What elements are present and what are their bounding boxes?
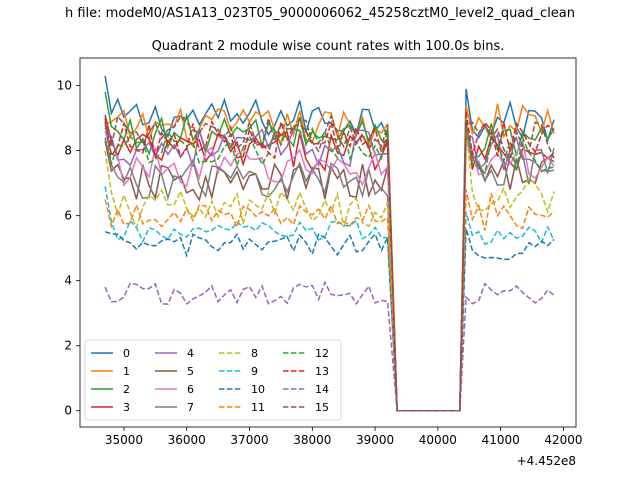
x-tick-label: 35000	[105, 433, 143, 447]
legend-label-2: 2	[123, 383, 130, 396]
x-tick-label: 37000	[230, 433, 268, 447]
x-tick-label: 42000	[544, 433, 582, 447]
series-line-1	[104, 103, 555, 412]
x-tick-label: 36000	[168, 433, 206, 447]
legend-label-14: 14	[315, 383, 329, 396]
legend-label-10: 10	[251, 383, 265, 396]
y-tick-label: 6	[64, 209, 72, 223]
legend-label-11: 11	[251, 401, 265, 414]
x-tick-label: 41000	[482, 433, 520, 447]
legend-label-0: 0	[123, 347, 130, 360]
series-line-10	[104, 228, 555, 412]
chart-title: Quadrant 2 module wise count rates with …	[152, 39, 505, 54]
legend-box	[84, 339, 342, 421]
legend-label-13: 13	[315, 365, 329, 378]
series-line-2	[104, 91, 555, 412]
series-line-6	[104, 130, 555, 412]
series-line-3	[104, 114, 555, 412]
legend-label-12: 12	[315, 347, 329, 360]
legend-label-5: 5	[187, 365, 194, 378]
series-line-8	[104, 127, 555, 412]
series-lines	[104, 75, 555, 412]
legend-label-3: 3	[123, 401, 130, 414]
series-line-14	[104, 280, 555, 412]
y-tick-label: 10	[57, 79, 72, 93]
x-tick-label: 39000	[356, 433, 394, 447]
legend-label-7: 7	[187, 401, 194, 414]
y-tick-label: 8	[64, 144, 72, 158]
legend-label-6: 6	[187, 383, 194, 396]
x-tick-label: 38000	[293, 433, 331, 447]
x-tick-label: 40000	[419, 433, 457, 447]
figure-suptitle: h file: modeM0/AS1A13_023T05_9000006062_…	[65, 6, 575, 21]
x-offset-label: +4.452e8	[517, 454, 576, 468]
plot-area: 35000 36000 37000 38000 39000 40000 41000 42000…	[57, 57, 583, 447]
series-line-12	[104, 114, 555, 412]
legend-label-9: 9	[251, 365, 258, 378]
legend-label-15: 15	[315, 401, 329, 414]
legend-label-8: 8	[251, 347, 258, 360]
series-line-15	[104, 113, 555, 412]
legend-label-4: 4	[187, 347, 194, 360]
series-line-11	[104, 189, 555, 412]
y-tick-label: 0	[64, 404, 72, 418]
series-line-9	[104, 186, 555, 412]
series-line-7	[104, 134, 555, 412]
y-tick-label: 2	[64, 339, 72, 353]
y-tick-label: 4	[64, 274, 72, 288]
legend-label-1: 1	[123, 365, 130, 378]
axes-frame	[79, 57, 577, 428]
